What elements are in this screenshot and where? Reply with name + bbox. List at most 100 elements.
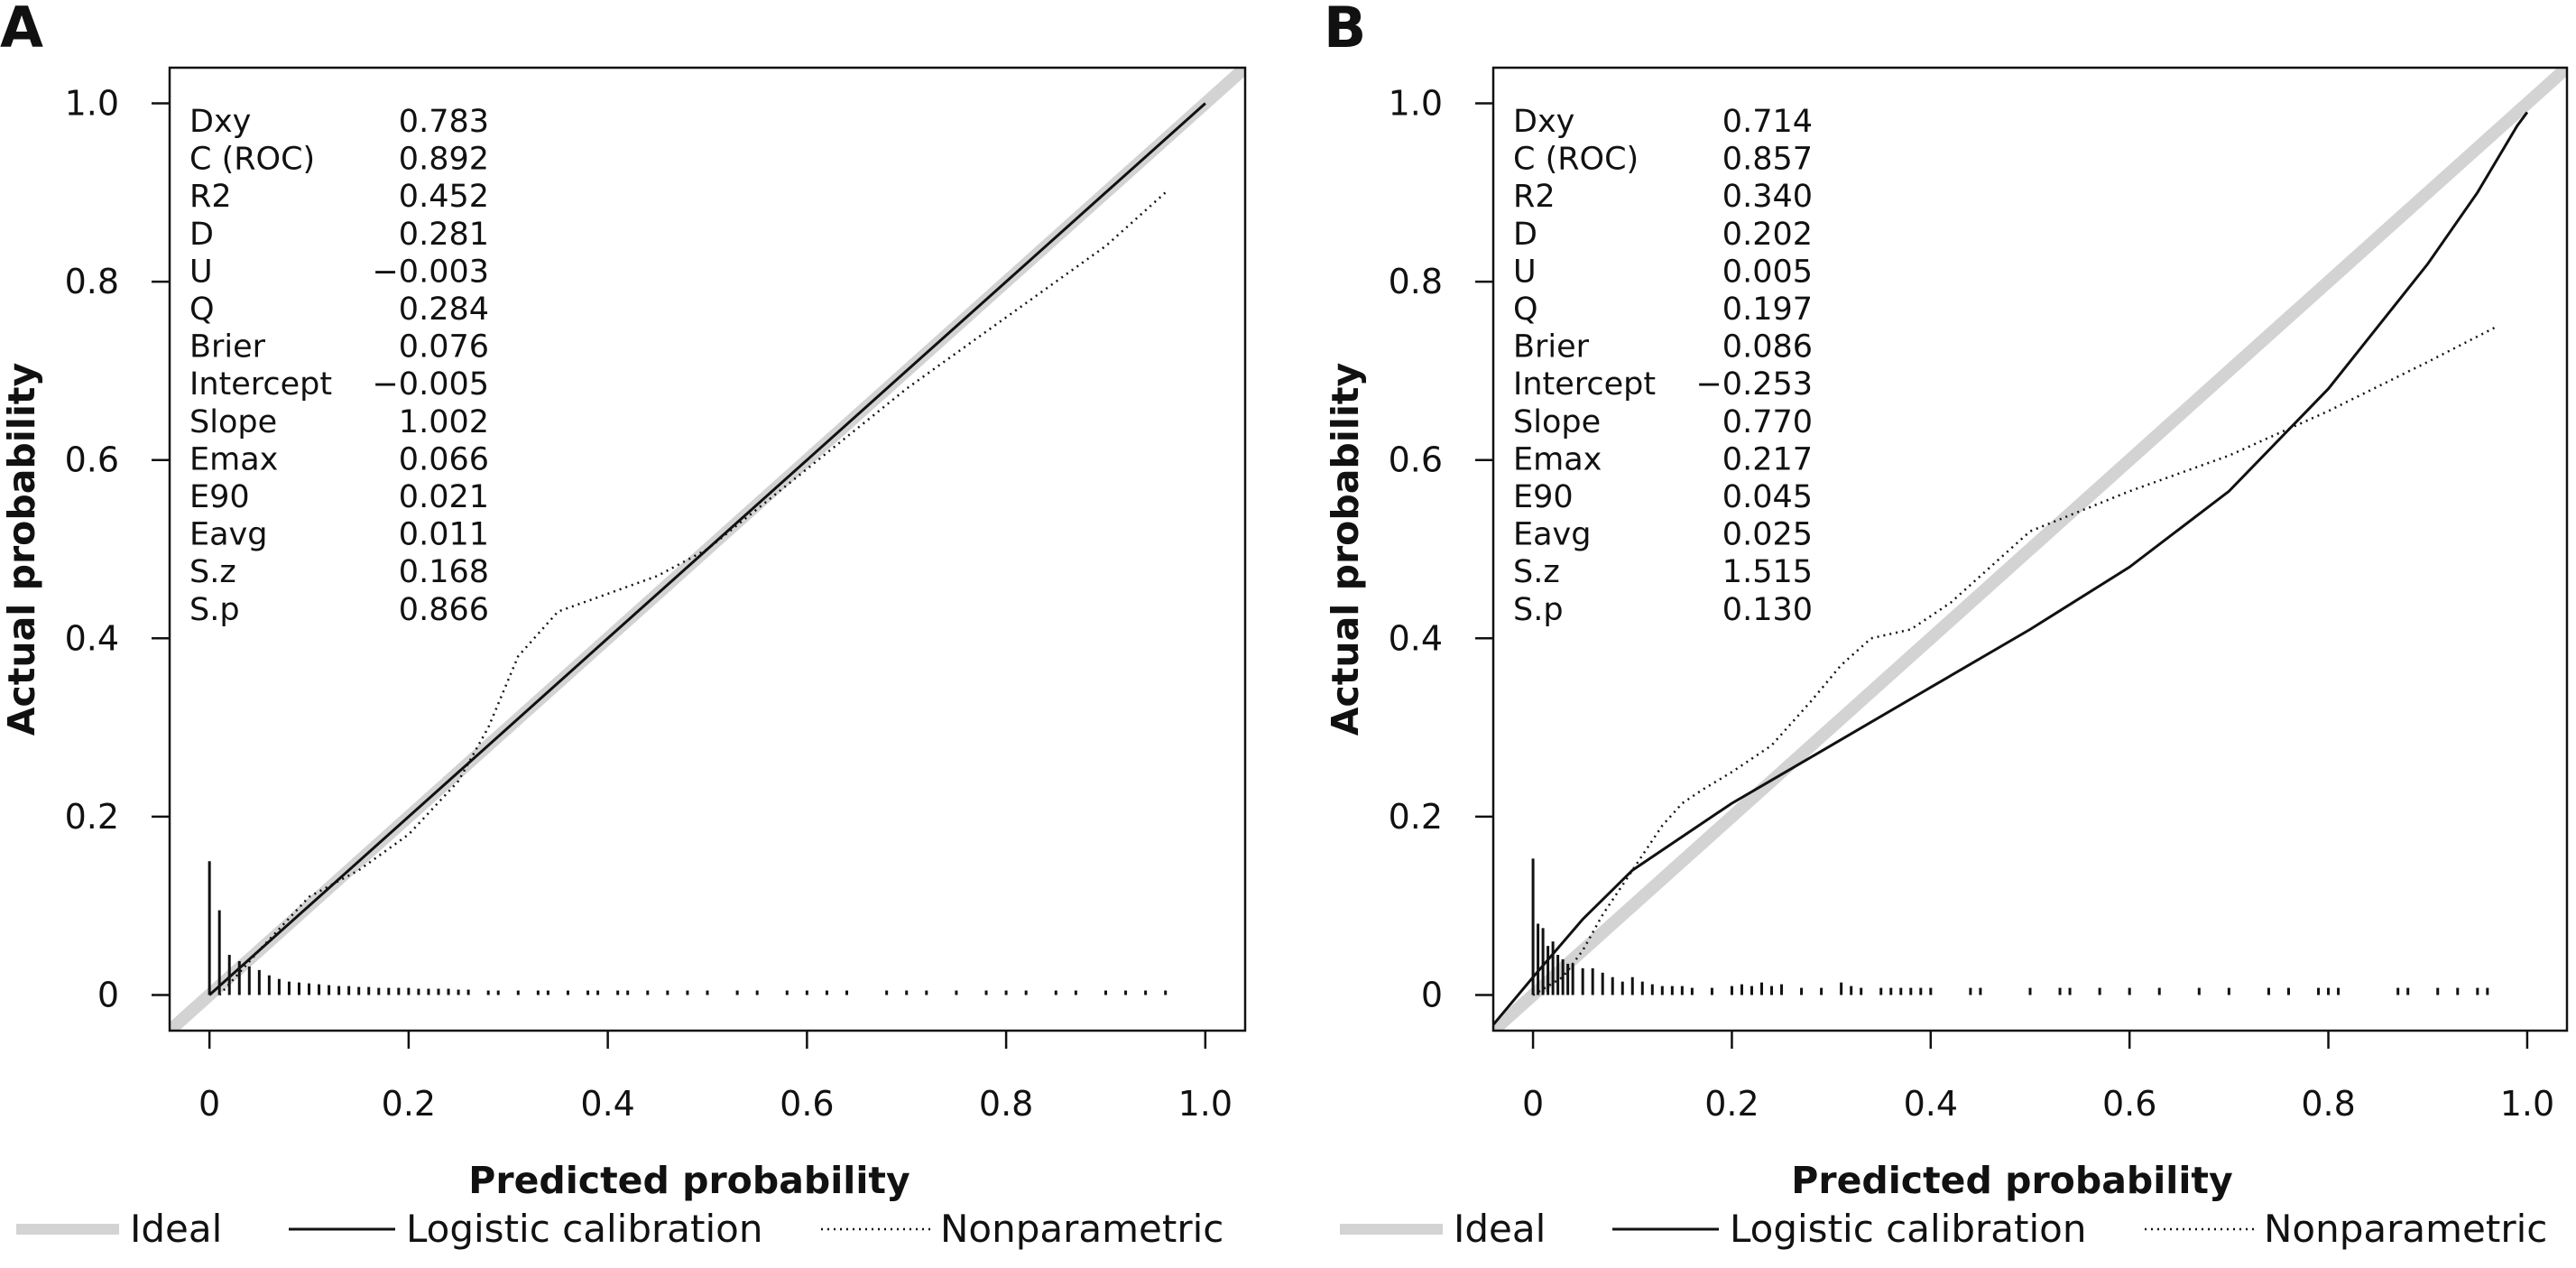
nonparametric-line [218, 191, 1167, 996]
stat-name: Intercept [189, 366, 332, 403]
stat-value: −0.003 [372, 254, 489, 290]
stat-name: Q [189, 292, 215, 328]
calibration-stats: Dxy 0.783 C (ROC) 0.892 R2 0.452 D 0.281 U −0.003… [189, 104, 489, 628]
stat-name: E90 [1513, 479, 1574, 515]
stat-value: 0.086 [1722, 329, 1813, 366]
stat-value: 0.066 [399, 441, 489, 477]
logistic-calibration-line [1493, 111, 2529, 1027]
y-tick-label: 1.0 [1389, 84, 1443, 124]
plot-area [170, 68, 1245, 1031]
x-tick-label: 0.6 [2102, 1084, 2156, 1124]
panel-b: B 0 0.2 0.4 0.6 0.8 1.0 0 0.2 0.4 0.6 0.8 1.0 Predict… [1324, 0, 2569, 1251]
legend-ideal-label: Ideal [130, 1207, 222, 1251]
legend: Ideal Logistic calibration Nonparametric [16, 1207, 1223, 1251]
stat-value: 0.281 [399, 217, 489, 253]
legend: Ideal Logistic calibration Nonparametric [1340, 1207, 2547, 1251]
x-tick-label: 0.2 [1704, 1084, 1759, 1124]
panel-letter: B [1324, 0, 1366, 60]
y-tick-label: 0.8 [65, 262, 119, 301]
stat-name: S.p [1513, 592, 1564, 628]
x-tick-label: 0 [199, 1084, 220, 1124]
ideal-line [1493, 68, 2567, 1031]
stat-name: D [189, 217, 214, 253]
stat-name: S.p [189, 592, 240, 628]
x-tick-label: 1.0 [1178, 1084, 1233, 1124]
plot-area [1493, 68, 2567, 1031]
stat-value: 0.714 [1722, 104, 1813, 140]
calibration-stats: Dxy 0.714 C (ROC) 0.857 R2 0.340 D 0.202 U 0.005 Q… [1513, 104, 1813, 628]
stat-value: 0.011 [399, 517, 489, 553]
y-tick-label: 0.2 [65, 797, 119, 837]
stat-name: Slope [189, 404, 277, 440]
x-tick-label: 0.8 [2301, 1084, 2355, 1124]
stat-value: 0.130 [1722, 592, 1813, 628]
stat-value: 0.021 [399, 479, 489, 515]
stat-value: 0.045 [1722, 479, 1813, 515]
legend-logistic-label: Logistic calibration [406, 1207, 762, 1251]
stat-value: −0.005 [372, 366, 489, 403]
x-axis-title: Predicted probability [1791, 1159, 2232, 1202]
stat-name: S.z [189, 554, 236, 590]
x-axis-title: Predicted probability [468, 1159, 909, 1202]
stat-value: −0.253 [1695, 366, 1813, 403]
logistic-calibration-line [208, 102, 1206, 996]
plot-frame [1491, 66, 2569, 1032]
stat-value: 0.340 [1722, 179, 1813, 215]
plot-frame [168, 66, 1247, 1032]
stat-name: Intercept [1513, 366, 1656, 403]
stat-value: 1.002 [399, 404, 489, 440]
stat-value: 1.515 [1722, 554, 1813, 590]
y-tick-label: 1.0 [65, 84, 119, 124]
stat-name: D [1513, 217, 1537, 253]
stat-value: 0.168 [399, 554, 489, 590]
stat-value: 0.866 [399, 592, 489, 628]
stat-name: Brier [1513, 329, 1590, 366]
stat-value: 0.005 [1722, 254, 1813, 290]
nonparametric-line [1532, 325, 2498, 996]
y-axis-title: Actual probability [1324, 363, 1367, 736]
legend-nonparametric-label: Nonparametric [2264, 1207, 2547, 1251]
stat-name: Dxy [1513, 104, 1574, 140]
stat-name: U [189, 254, 213, 290]
stat-value: 0.783 [399, 104, 489, 140]
stat-name: Emax [1513, 441, 1602, 477]
legend-nonparametric-label: Nonparametric [940, 1207, 1223, 1251]
stat-name: Emax [189, 441, 278, 477]
y-tick-label: 0.6 [65, 440, 119, 480]
y-tick-label: 0 [1421, 975, 1443, 1014]
x-tick-label: 0.4 [580, 1084, 634, 1124]
y-tick-label: 0 [97, 975, 119, 1014]
stat-name: U [1513, 254, 1537, 290]
x-tick-label: 0.4 [1904, 1084, 1958, 1124]
y-tick-label: 0.6 [1389, 440, 1443, 480]
x-tick-label: 0.2 [382, 1084, 436, 1124]
stat-name: R2 [189, 179, 232, 215]
stat-name: Brier [189, 329, 266, 366]
stat-name: Slope [1513, 404, 1601, 440]
x-tick-label: 0.6 [780, 1084, 834, 1124]
stat-value: 0.284 [399, 292, 489, 328]
stat-name: Dxy [189, 104, 251, 140]
stat-value: 0.202 [1722, 217, 1813, 253]
stat-value: 0.892 [399, 142, 489, 178]
x-tick-label: 0.8 [979, 1084, 1033, 1124]
stat-value: 0.076 [399, 329, 489, 366]
stat-name: C (ROC) [1513, 142, 1639, 178]
y-axis-title: Actual probability [0, 363, 43, 736]
panel-a: A 0 0.2 0.4 0.6 0.8 1.0 0 0.2 0.4 0.6 0.8 1.0 Predict… [0, 0, 1247, 1251]
legend-ideal-label: Ideal [1454, 1207, 1546, 1251]
stat-name: Eavg [1513, 517, 1592, 553]
stat-name: C (ROC) [189, 142, 315, 178]
stat-name: R2 [1513, 179, 1556, 215]
panel-letter: A [0, 0, 43, 60]
legend-logistic-label: Logistic calibration [1730, 1207, 2086, 1251]
stat-value: 0.217 [1722, 441, 1813, 477]
stat-value: 0.770 [1722, 404, 1813, 440]
y-tick-label: 0.8 [1389, 262, 1443, 301]
x-tick-label: 0 [1522, 1084, 1544, 1124]
stat-name: S.z [1513, 554, 1560, 590]
x-tick-label: 1.0 [2500, 1084, 2554, 1124]
y-tick-label: 0.4 [65, 618, 119, 658]
stat-value: 0.452 [399, 179, 489, 215]
